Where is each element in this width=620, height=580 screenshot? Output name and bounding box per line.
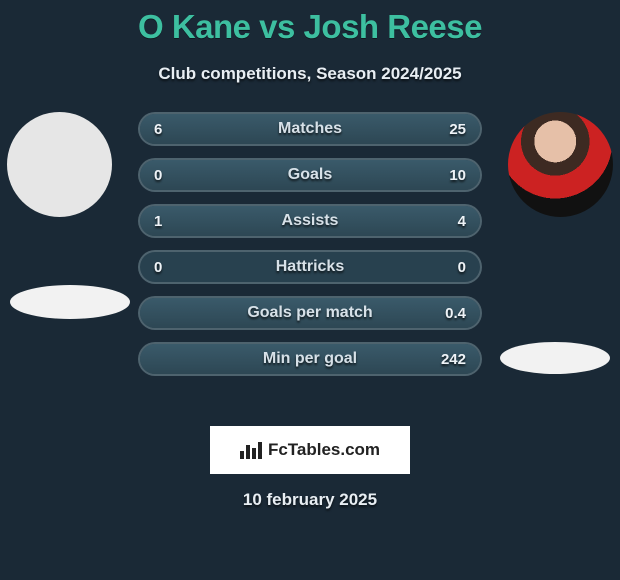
stat-value-right: 0 [458,252,466,282]
placeholder-oval-right [500,342,610,374]
brand-bars-icon [240,441,262,459]
stat-value-left: 0 [154,252,162,282]
stat-value-left: 1 [154,206,162,236]
stat-row: Goals per match0.4 [138,296,482,330]
branding-badge: FcTables.com [210,426,410,474]
stat-row: Assists1 4 [138,204,482,238]
stat-value-right: 4 [458,206,466,236]
stat-value-left: 6 [154,114,162,144]
stat-row: Matches6 25 [138,112,482,146]
stat-label: Assists [140,206,480,236]
comparison-area: Matches625Goals010Assists14Hattricks00Go… [0,112,620,412]
stat-bars: Matches625Goals010Assists14Hattricks00Go… [138,112,482,388]
avatar-right [508,112,613,217]
stat-label: Goals [140,160,480,190]
avatar-left [7,112,112,217]
stat-value-right: 0.4 [445,298,466,328]
stat-value-right: 10 [449,160,466,190]
date-text: 10 february 2025 [0,490,620,510]
branding-text: FcTables.com [268,440,380,460]
stat-value-right: 242 [441,344,466,374]
stat-value-left: 0 [154,160,162,190]
subtitle: Club competitions, Season 2024/2025 [0,64,620,84]
stat-row: Hattricks0 0 [138,250,482,284]
stat-row: Goals0 10 [138,158,482,192]
stat-value-right: 25 [449,114,466,144]
page-title: O Kane vs Josh Reese [0,0,620,46]
stat-row: Min per goal242 [138,342,482,376]
stat-label: Matches [140,114,480,144]
stat-label: Min per goal [140,344,480,374]
stat-label: Hattricks [140,252,480,282]
placeholder-oval-left [10,285,130,319]
stat-label: Goals per match [140,298,480,328]
